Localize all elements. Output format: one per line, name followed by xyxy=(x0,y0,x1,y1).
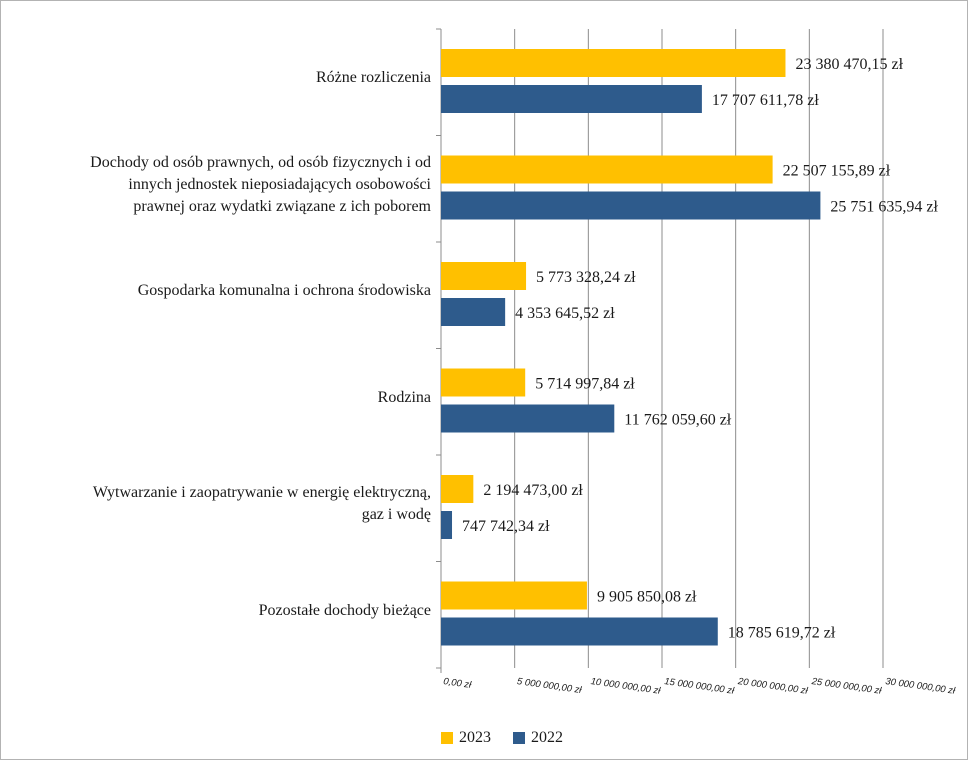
bar-2022-4 xyxy=(441,511,453,539)
value-label-2022-3: 11 762 059,60 zł xyxy=(624,412,732,429)
legend-swatch-2022 xyxy=(513,732,525,744)
value-label-2023-3: 5 714 997,84 zł xyxy=(535,376,635,393)
legend-label-2022: 2022 xyxy=(531,729,563,746)
legend: 2023 2022 xyxy=(441,728,563,748)
legend-label-2023: 2023 xyxy=(459,729,491,746)
bar-2023-1 xyxy=(441,155,773,184)
bar-2022-1 xyxy=(441,191,821,220)
value-label-2023-2: 5 773 328,24 zł xyxy=(536,269,636,286)
category-label-0: Różne rozliczenia xyxy=(315,69,431,87)
bar-2023-3 xyxy=(441,368,526,397)
x-tick-label-3: 15 000 000,00 zł xyxy=(664,676,736,697)
x-tick-label-6: 30 000 000,00 zł xyxy=(885,676,957,697)
bar-2023-4 xyxy=(441,475,474,503)
category-label-5: Pozostałe dochody bieżące xyxy=(258,601,431,619)
value-label-2022-0: 17 707 611,78 zł xyxy=(712,92,820,109)
value-label-2022-1: 25 751 635,94 zł xyxy=(830,199,938,216)
x-tick-label-4: 20 000 000,00 zł xyxy=(736,676,809,697)
bar-2022-3 xyxy=(441,404,615,433)
bar-2023-2 xyxy=(441,262,527,290)
category-label-4: Wytwarzanie i zaopatrywanie w energię el… xyxy=(92,484,431,524)
x-tick-label-1: 5 000 000,00 zł xyxy=(516,676,583,696)
bar-2022-0 xyxy=(441,85,702,113)
value-label-2023-4: 2 194 473,00 zł xyxy=(483,482,583,499)
bar-2023-0 xyxy=(441,49,786,77)
x-tick-label-0: 0,00 zł xyxy=(443,676,473,691)
bar-2023-5 xyxy=(441,581,587,610)
legend-swatch-2023 xyxy=(441,732,453,744)
value-label-2023-0: 23 380 470,15 zł xyxy=(795,56,903,73)
value-label-2023-1: 22 507 155,89 zł xyxy=(783,163,891,180)
x-tick-label-2: 10 000 000,00 zł xyxy=(590,676,662,697)
legend-item-2022: 2022 xyxy=(513,729,563,747)
legend-item-2023: 2023 xyxy=(441,729,491,747)
bar-2022-5 xyxy=(441,617,718,646)
category-label-3: Rodzina xyxy=(377,388,431,406)
x-tick-label-5: 25 000 000,00 zł xyxy=(810,676,883,697)
category-label-2: Gospodarka komunalna i ochrona środowisk… xyxy=(137,282,431,300)
category-label-1: Dochody od osób prawnych, od osób fizycz… xyxy=(90,153,431,215)
value-label-2022-4: 747 742,34 zł xyxy=(462,518,550,535)
bar-2022-2 xyxy=(441,298,506,326)
value-label-2022-2: 4 353 645,52 zł xyxy=(515,305,615,322)
value-label-2022-5: 18 785 619,72 zł xyxy=(728,625,836,642)
value-label-2023-5: 9 905 850,08 zł xyxy=(597,589,697,606)
